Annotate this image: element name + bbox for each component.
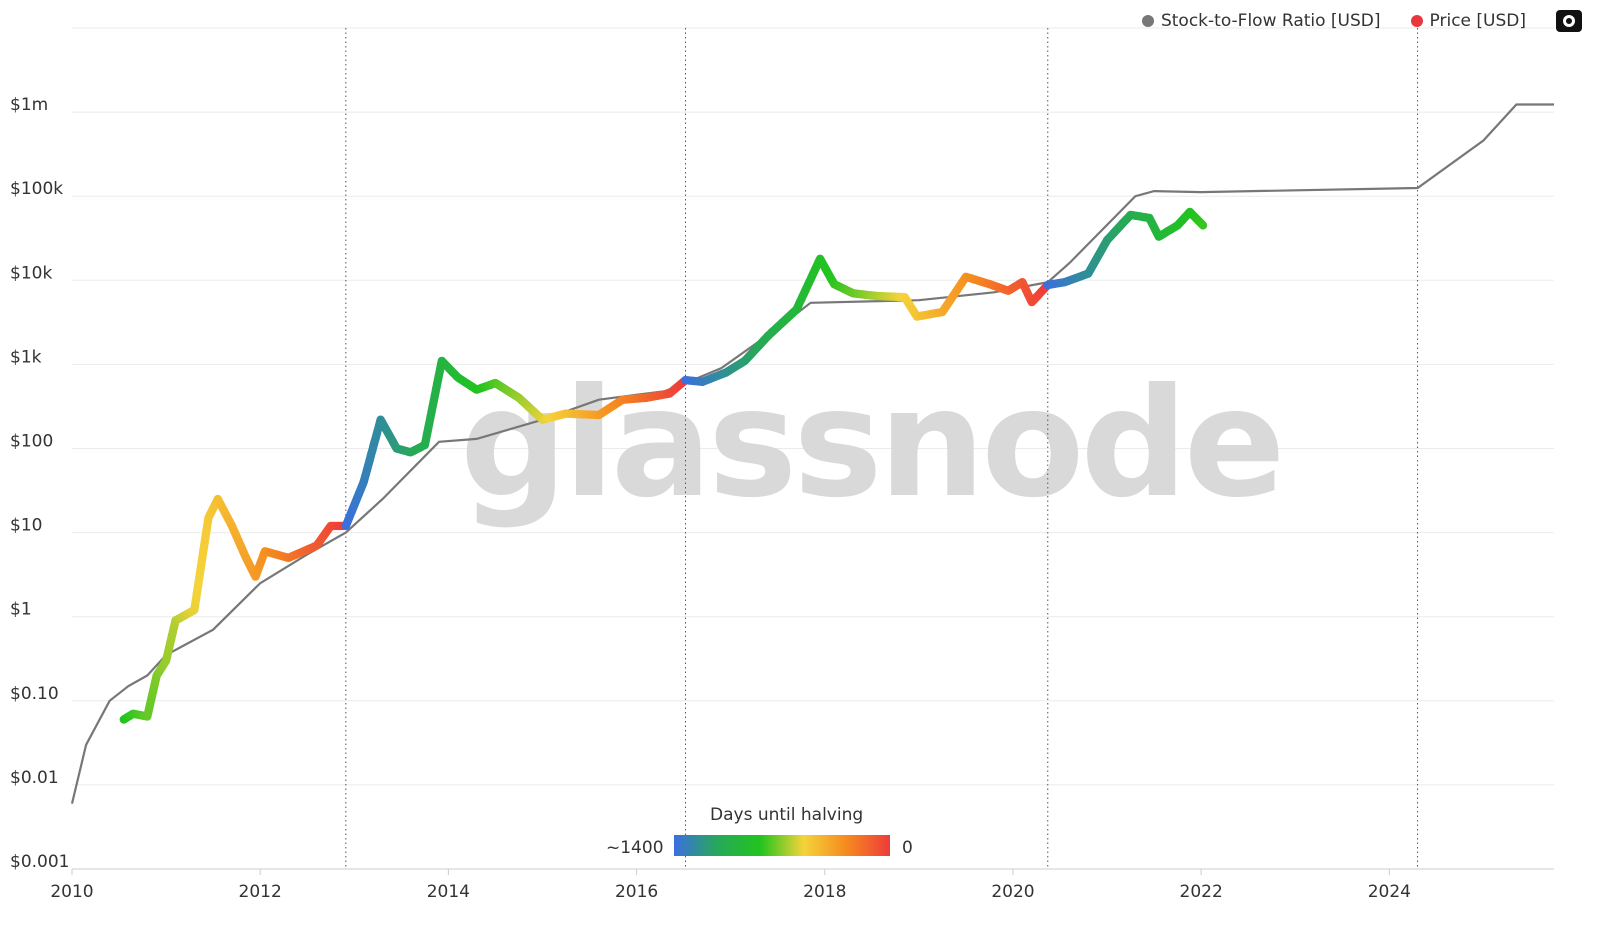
y-tick-label: $100k	[10, 179, 63, 199]
colorbar-max-label: 0	[902, 838, 913, 858]
halving-colorbar: Days until halving ~1400 0	[606, 805, 913, 858]
y-tick-label: $10	[10, 516, 42, 536]
camera-icon[interactable]	[1556, 10, 1582, 32]
x-tick-label: 2012	[239, 882, 282, 902]
colorbar-min-label: ~1400	[606, 838, 664, 858]
y-tick-label: $1k	[10, 347, 42, 367]
legend-dot-price	[1410, 15, 1423, 27]
x-tick-label: 2020	[991, 882, 1034, 902]
x-tick-label: 2024	[1368, 882, 1411, 902]
y-tick-label: $10k	[10, 263, 52, 283]
legend-item-price[interactable]: Price [USD]	[1410, 11, 1526, 31]
legend: Stock-to-Flow Ratio [USD] Price [USD]	[1141, 10, 1582, 32]
legend-item-stock-to-flow[interactable]: Stock-to-Flow Ratio [USD]	[1141, 11, 1381, 31]
x-tick-label: 2018	[803, 882, 846, 902]
price-point	[1198, 221, 1208, 230]
y-tick-label: $0.10	[10, 684, 59, 704]
colorbar-gradient	[674, 835, 890, 856]
watermark: glassnode	[460, 357, 1282, 531]
legend-label-stock-to-flow: Stock-to-Flow Ratio [USD]	[1160, 11, 1381, 31]
gridlines	[72, 27, 1554, 870]
x-tick-label: 2016	[615, 882, 658, 902]
y-axis: $0.001 $0.01 $0.10 $1 $10 $100 $1k $10k $100k $1m	[10, 95, 69, 872]
legend-label-price: Price [USD]	[1429, 11, 1526, 31]
y-tick-label: $100	[10, 432, 53, 452]
y-tick-label: $0.01	[10, 768, 59, 788]
y-tick-label: $1	[10, 600, 32, 620]
x-axis: 2010 2012 2014 2016 2018 2020 2022 2024	[50, 868, 1554, 902]
x-tick-label: 2022	[1180, 882, 1223, 902]
price-series[interactable]	[119, 207, 1208, 724]
halving-markers	[345, 28, 1419, 869]
y-tick-label: $0.001	[10, 852, 69, 872]
legend-dot-stock-to-flow	[1141, 15, 1154, 27]
x-tick-label: 2010	[50, 882, 93, 902]
x-tick-label: 2014	[427, 882, 470, 902]
y-tick-label: $1m	[10, 95, 48, 115]
colorbar-title: Days until halving	[710, 805, 863, 825]
